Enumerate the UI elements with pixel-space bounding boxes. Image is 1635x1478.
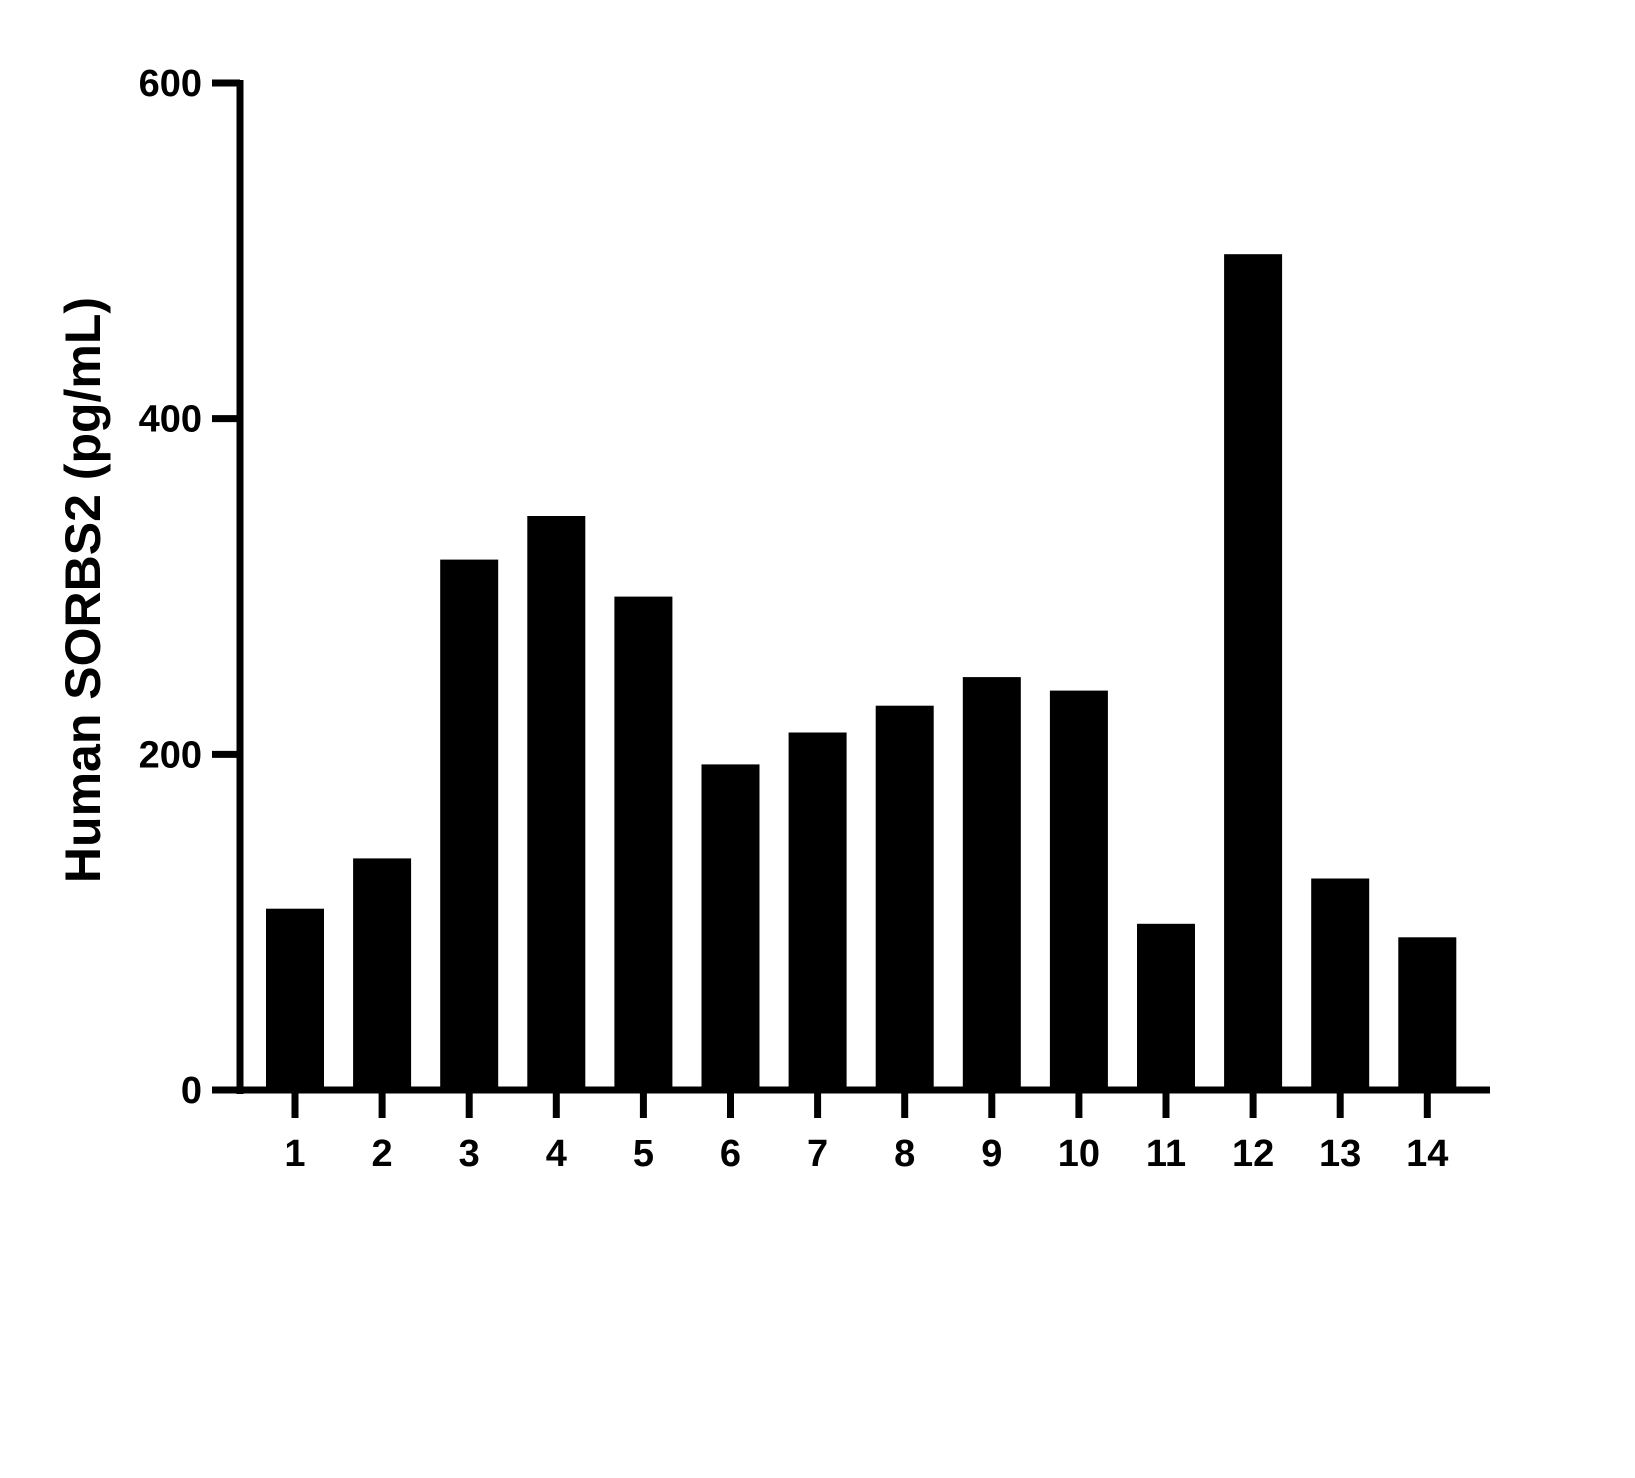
bar-3 xyxy=(440,559,499,1090)
x-tick-label-4: 4 xyxy=(546,1133,567,1175)
bar-14 xyxy=(1398,937,1457,1090)
x-tick-label-6: 6 xyxy=(720,1133,741,1175)
bar-12 xyxy=(1224,254,1283,1090)
bar-13 xyxy=(1311,878,1370,1090)
y-tick-label-600: 600 xyxy=(139,63,202,105)
bar-2 xyxy=(353,858,412,1090)
x-tick-label-8: 8 xyxy=(894,1133,915,1175)
bar-6 xyxy=(701,764,760,1090)
x-tick-label-10: 10 xyxy=(1058,1133,1100,1175)
x-tick-label-5: 5 xyxy=(633,1133,654,1175)
x-tick-label-11: 11 xyxy=(1146,1133,1186,1175)
bar-1 xyxy=(266,908,324,1090)
bar-5 xyxy=(614,596,673,1090)
y-axis-label: Human SORBS2 (pg/mL) xyxy=(55,297,111,883)
y-axis: 0 200 400 600 xyxy=(139,63,244,1112)
x-tick-label-7: 7 xyxy=(807,1133,828,1175)
x-tick-label-14: 14 xyxy=(1406,1133,1448,1175)
bar-9 xyxy=(962,677,1021,1090)
bar-8 xyxy=(875,705,934,1090)
bars-group xyxy=(266,254,1457,1090)
x-axis: 1 2 3 4 5 6 7 8 9 10 11 12 13 14 xyxy=(212,1086,1490,1175)
bar-4 xyxy=(527,516,586,1090)
bar-10 xyxy=(1049,690,1108,1090)
x-tick-label-12: 12 xyxy=(1232,1133,1274,1175)
x-tick-label-13: 13 xyxy=(1319,1133,1361,1175)
x-tick-label-2: 2 xyxy=(372,1133,393,1175)
x-tick-label-9: 9 xyxy=(981,1133,1002,1175)
y-tick-label-200: 200 xyxy=(139,734,202,776)
bar-11 xyxy=(1137,923,1195,1090)
y-tick-label-400: 400 xyxy=(139,399,202,441)
x-tick-label-1: 1 xyxy=(284,1133,305,1175)
bar-7 xyxy=(788,732,847,1090)
x-tick-label-3: 3 xyxy=(459,1133,480,1175)
y-tick-label-0: 0 xyxy=(181,1070,202,1112)
